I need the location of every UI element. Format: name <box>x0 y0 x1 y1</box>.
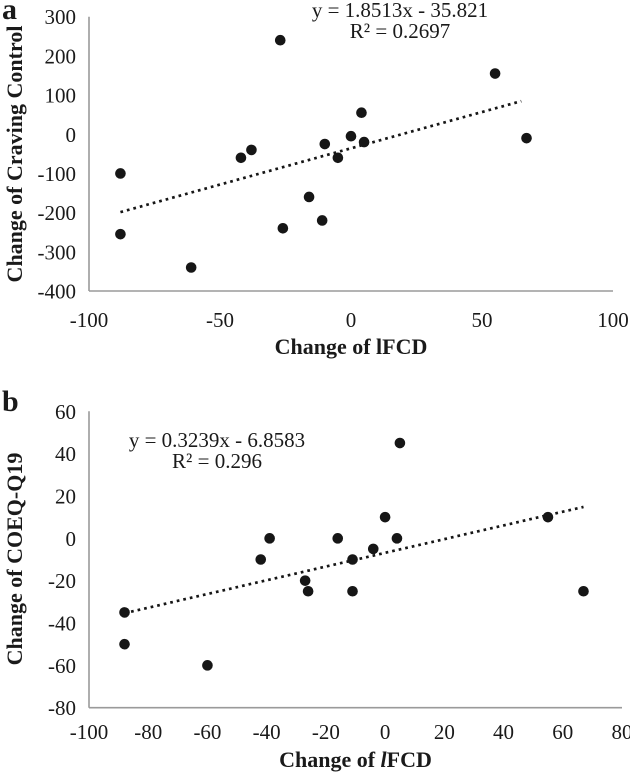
data-point <box>202 660 213 671</box>
x-tick-label: 0 <box>380 720 391 744</box>
data-point <box>319 138 331 150</box>
panel-a-equation-block: y = 1.8513x - 35.821 R² = 0.2697 <box>280 0 520 42</box>
data-point <box>185 262 197 273</box>
x-tick-label: -60 <box>193 720 221 744</box>
data-point <box>302 585 314 597</box>
y-tick-label: 300 <box>45 5 77 29</box>
panel-a-label: a <box>2 0 17 26</box>
y-tick-label: -80 <box>48 696 76 720</box>
data-point <box>489 68 501 79</box>
x-tick-label: -50 <box>206 308 234 332</box>
data-point <box>356 107 367 119</box>
data-point <box>358 136 370 148</box>
data-point <box>379 511 391 523</box>
x-tick-label: -100 <box>70 308 109 332</box>
x-tick-label: 40 <box>493 720 514 744</box>
y-tick-label: -60 <box>48 654 76 678</box>
x-tick-label: 0 <box>346 308 357 332</box>
data-point <box>277 223 289 234</box>
data-point <box>316 215 328 226</box>
x-tick-label: 60 <box>552 720 573 744</box>
r-squared-value: R² = 0.2697 <box>349 19 451 43</box>
y-tick-label: 20 <box>55 484 76 508</box>
data-point <box>367 543 379 555</box>
x-tick-label: -100 <box>70 720 109 744</box>
data-point <box>542 511 554 523</box>
data-point <box>264 533 275 544</box>
y-tick-label: -200 <box>38 201 77 225</box>
x-tick-label: -20 <box>312 720 340 744</box>
data-point <box>303 191 315 203</box>
data-point <box>332 152 344 164</box>
data-point <box>246 144 257 156</box>
data-point <box>347 554 358 565</box>
data-point <box>119 638 130 650</box>
data-point <box>274 34 286 46</box>
data-point <box>115 168 126 179</box>
data-point <box>299 575 311 586</box>
y-tick-label: 200 <box>45 44 77 68</box>
x-tick-label: 50 <box>472 308 493 332</box>
panel-a: a y = 1.8513x - 35.821 R² = 0.2697 Chang… <box>2 0 629 360</box>
data-point <box>332 533 344 544</box>
x-tick-label: 20 <box>434 720 455 744</box>
data-point <box>394 437 406 449</box>
y-tick-label: 40 <box>55 442 76 466</box>
trend-line <box>120 99 522 214</box>
x-tick-label: -80 <box>134 720 162 744</box>
x-tick-label: -40 <box>253 720 281 744</box>
data-point <box>119 607 130 618</box>
x-axis-title-text: FCD <box>386 747 432 772</box>
panel-b-x-axis-title: Change of lFCD <box>89 747 622 773</box>
r-squared-value: R² = 0.296 <box>172 449 262 473</box>
x-tick-label: 80 <box>612 720 630 744</box>
y-tick-label: 60 <box>55 400 76 424</box>
x-axis-title-italic: l <box>380 747 387 772</box>
data-point <box>391 533 403 544</box>
y-tick-label: -100 <box>38 162 77 186</box>
scatter-plot-b: -100 -80 -60 -40 -20 0 20 40 60 806040200-20-40-6… <box>48 400 630 744</box>
y-tick-label: -400 <box>38 280 77 304</box>
data-point <box>521 132 532 144</box>
y-tick-label: -20 <box>48 569 76 593</box>
regression-equation: y = 0.3239x - 6.8583 <box>128 428 306 452</box>
y-tick-label: -300 <box>38 240 77 264</box>
panel-a-x-axis-title: Change of lFCD <box>89 334 613 360</box>
y-tick-label: -40 <box>48 612 76 636</box>
data-point <box>347 585 358 597</box>
y-tick-label: 100 <box>45 84 77 108</box>
x-tick-label: 100 <box>597 308 629 332</box>
scatter-plot-a: -100 -50 0 50 100 300 200 100 0 -100 -200 -300 -400 <box>38 5 629 332</box>
y-tick-label: 0 <box>66 123 77 147</box>
data-point <box>235 152 247 164</box>
data-point <box>345 130 357 142</box>
data-point <box>255 554 267 565</box>
panel-b-label: b <box>2 385 19 418</box>
regression-equation: y = 1.8513x - 35.821 <box>311 0 489 22</box>
x-axis-title-text: Change of lFCD <box>274 334 428 359</box>
data-point <box>578 585 589 597</box>
y-tick-label: 0 <box>66 527 77 551</box>
data-point <box>115 228 126 240</box>
panel-b-equation-block: y = 0.3239x - 6.8583 R² = 0.296 <box>97 430 337 472</box>
panel-b: b y = 0.3239x - 6.8583 R² = 0.296 Change… <box>0 385 630 776</box>
x-axis-title-text: Change of <box>279 747 381 772</box>
